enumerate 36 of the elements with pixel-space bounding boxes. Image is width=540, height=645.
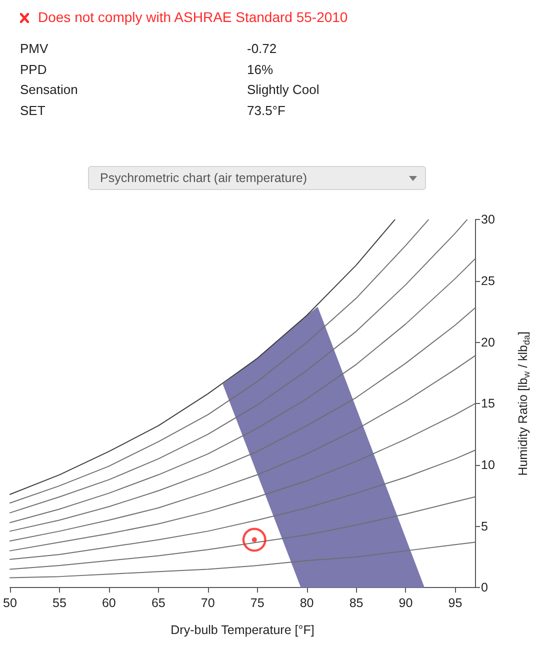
y-tick-label: 30 [481,212,495,227]
x-axis-title: Dry-bulb Temperature [°F] [170,623,314,638]
text: 16% [247,62,274,76]
x-tick-label: 65 [151,596,166,610]
text: SET [20,102,46,118]
x-tick-label: 75 [250,596,264,610]
text: Slightly Cool [247,82,320,97]
chart-title: Does not comply with ASHRAE Standard 55-2010 [38,9,348,25]
text: 73.5°F [247,102,286,118]
line-series [10,307,476,532]
y-tick-label: 20 [481,335,495,350]
line-series [10,403,476,552]
text: -0.72 [247,41,277,56]
x-tick-label: 85 [349,596,364,610]
y-tick-label: 10 [481,458,495,472]
x-tick-label: 70 [200,596,215,610]
y-tick-label: 0 [481,580,488,595]
text: Sensation [20,82,78,97]
x-tick-label: 60 [102,596,116,610]
y-tick-label: 5 [481,519,488,534]
chart-subtitle: Psychrometric chart (air temperature) [100,171,308,185]
text: PMV [20,41,48,56]
x-tick-label: 95 [448,596,462,610]
line-series [10,355,476,542]
y-tick-label: 25 [481,274,495,288]
y-axis-title: Humidity Ratio [lbw / klbda] [516,331,532,476]
x-tick-label: 55 [52,596,66,610]
line-series [10,258,476,524]
line-series [10,496,476,570]
x-tick-label: 50 [3,596,17,610]
x-tick-label: 80 [300,596,314,610]
line-series [10,450,476,560]
x-tick-label: 90 [398,596,413,610]
text: PPD [20,62,47,76]
line-series [10,542,476,578]
y-tick-label: 15 [481,396,495,411]
